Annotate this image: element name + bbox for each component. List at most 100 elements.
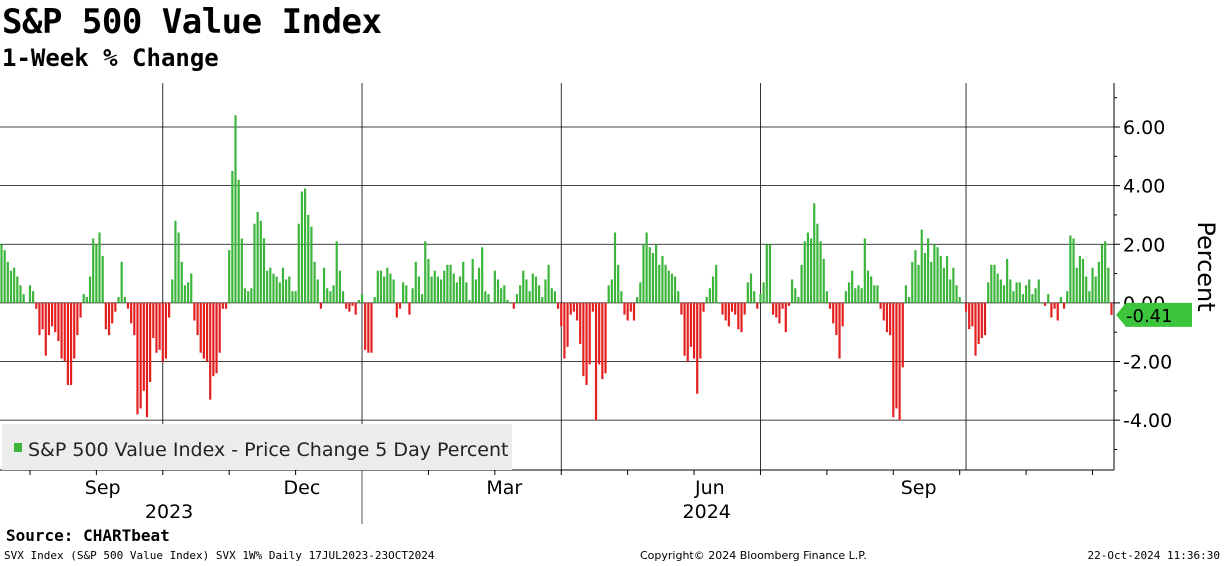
bar xyxy=(47,302,51,336)
chart-title: S&P 500 Value Index xyxy=(2,2,382,42)
bar xyxy=(41,302,44,330)
bar xyxy=(452,273,455,303)
bar xyxy=(500,288,503,303)
bar xyxy=(686,302,689,362)
bar xyxy=(803,241,806,303)
bar xyxy=(632,302,636,321)
bar xyxy=(699,302,702,359)
source-note: Source: CHARTbeat xyxy=(6,526,170,545)
bar xyxy=(790,279,794,303)
bar xyxy=(926,238,930,303)
bar xyxy=(1104,241,1107,303)
x-month-label: Sep xyxy=(901,477,937,499)
bar xyxy=(949,279,952,303)
bar xyxy=(196,302,199,336)
bar xyxy=(822,258,825,303)
bar xyxy=(285,279,288,303)
bar xyxy=(424,241,427,303)
bar xyxy=(977,302,980,344)
bar xyxy=(247,291,250,303)
last-value-badge: -0.41 xyxy=(1116,302,1192,327)
bar xyxy=(629,302,632,312)
bar xyxy=(259,220,262,303)
bar xyxy=(202,302,205,359)
bar xyxy=(696,302,699,394)
bar xyxy=(708,288,711,303)
bar xyxy=(664,264,667,303)
bar xyxy=(572,302,575,312)
bar xyxy=(1037,279,1040,303)
bar xyxy=(446,264,449,303)
bar xyxy=(307,214,310,303)
bar xyxy=(215,302,218,374)
bar xyxy=(275,276,278,303)
bar xyxy=(310,226,313,303)
y-tick-label: -2.00 xyxy=(1123,352,1172,374)
bar xyxy=(522,270,525,303)
bar xyxy=(1110,302,1113,315)
bar xyxy=(477,267,481,303)
bar xyxy=(560,302,563,327)
bar xyxy=(525,279,528,303)
bar xyxy=(16,276,19,303)
bar xyxy=(724,302,727,321)
y-tick-label: 6.00 xyxy=(1123,117,1165,139)
bar xyxy=(680,302,683,315)
bar xyxy=(1002,285,1006,303)
legend-swatch xyxy=(14,443,22,452)
bar xyxy=(550,288,553,303)
bar xyxy=(942,267,945,303)
bar xyxy=(541,297,544,303)
bar xyxy=(715,264,718,303)
bar xyxy=(740,302,743,333)
bar xyxy=(183,285,187,303)
x-year-label: 2024 xyxy=(683,501,731,523)
bar xyxy=(193,302,196,321)
bar xyxy=(1081,258,1085,303)
bar xyxy=(620,291,623,303)
bar xyxy=(297,223,300,303)
bar xyxy=(743,302,746,315)
bar xyxy=(338,270,341,303)
bar xyxy=(655,244,658,303)
bar xyxy=(237,179,240,303)
bar xyxy=(123,297,126,303)
bar xyxy=(386,267,389,303)
bar xyxy=(857,285,860,303)
bar xyxy=(683,302,686,356)
bar xyxy=(797,297,800,303)
bar xyxy=(149,302,152,383)
bar xyxy=(784,302,787,333)
bar xyxy=(395,302,398,318)
bar xyxy=(961,302,964,304)
bar xyxy=(645,232,648,303)
bar xyxy=(240,238,243,303)
bar xyxy=(66,302,70,385)
bar xyxy=(101,255,104,303)
bar xyxy=(32,291,35,303)
bar xyxy=(458,276,462,303)
bar xyxy=(563,302,566,359)
bar xyxy=(490,302,493,304)
bar xyxy=(269,267,272,303)
bar xyxy=(73,302,76,359)
bar xyxy=(892,302,895,418)
legend: S&P 500 Value Index - Price Change 5 Day… xyxy=(2,424,512,470)
bar xyxy=(351,302,354,306)
bar xyxy=(1078,255,1081,303)
bar xyxy=(1075,267,1078,303)
bar xyxy=(262,238,266,303)
y-tick-label: 2.00 xyxy=(1123,234,1165,256)
bar xyxy=(626,302,629,321)
bar xyxy=(398,302,402,309)
bar xyxy=(364,302,367,350)
bar xyxy=(673,276,677,303)
bar xyxy=(917,264,920,303)
bar xyxy=(800,264,803,303)
bar xyxy=(1034,288,1037,303)
bar xyxy=(69,302,73,385)
bar xyxy=(373,297,376,303)
bar xyxy=(901,302,904,368)
bar xyxy=(85,297,88,303)
bar xyxy=(455,282,458,303)
